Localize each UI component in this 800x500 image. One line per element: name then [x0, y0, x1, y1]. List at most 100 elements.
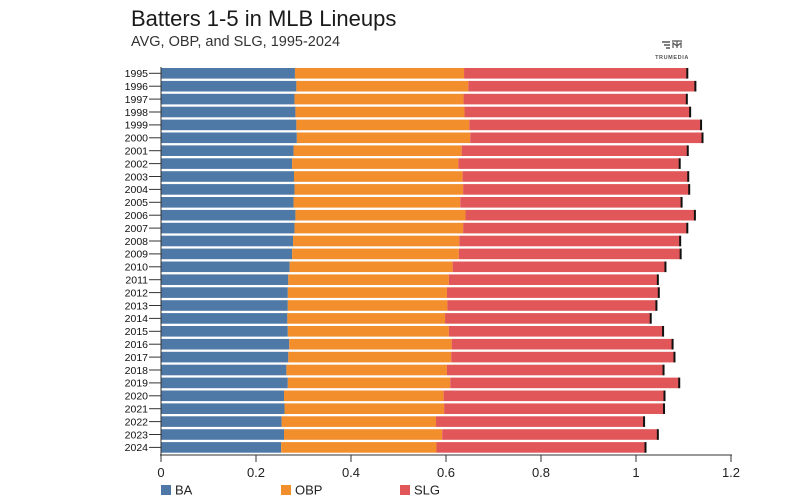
bar-ba-1996: [161, 80, 297, 92]
bar-obp-1995: [294, 68, 465, 79]
bar-slg-2021: [444, 403, 665, 414]
year-label-2005: 2005: [125, 197, 149, 209]
bar-obp-2015: [287, 326, 449, 337]
bar-ba-2011: [161, 274, 289, 285]
year-label-2014: 2014: [125, 313, 149, 325]
bar-end-cap-1995: [686, 68, 689, 79]
year-label-2008: 2008: [125, 236, 149, 248]
bar-ba-2009: [161, 248, 293, 260]
bar-obp-2012: [287, 287, 447, 298]
legend: BA OBP SLG: [161, 483, 440, 498]
bar-obp-2011: [288, 274, 449, 285]
year-label-2017: 2017: [125, 352, 149, 364]
bar-end-cap-2005: [680, 197, 683, 208]
bar-end-cap-2004: [688, 184, 691, 195]
bar-slg-2014: [445, 313, 651, 324]
year-label-2001: 2001: [125, 146, 149, 158]
bar-ba-2018: [161, 364, 287, 376]
bar-end-cap-2020: [663, 390, 666, 402]
bar-obp-2014: [287, 313, 446, 324]
bar-obp-2003: [294, 171, 463, 182]
bar-ba-2013: [161, 300, 288, 311]
bar-slg-2009: [458, 248, 681, 260]
bar-ba-1995: [161, 68, 295, 79]
legend-swatch-slg: [400, 485, 410, 495]
bar-obp-2002: [292, 158, 459, 169]
bar-ba-2014: [161, 313, 288, 324]
bar-slg-2013: [447, 300, 657, 311]
year-label-2022: 2022: [125, 416, 149, 428]
trumedia-logo-icon: [662, 40, 682, 49]
bar-ba-2024: [161, 442, 282, 453]
bar-end-cap-1997: [685, 93, 688, 105]
bar-ba-1997: [161, 93, 295, 105]
bar-ba-2012: [161, 287, 288, 298]
bar-obp-2009: [292, 248, 459, 260]
legend-label-obp: OBP: [295, 483, 322, 498]
bar-ba-2015: [161, 326, 288, 337]
bar-ba-2023: [161, 429, 285, 440]
bar-end-cap-2019: [678, 377, 681, 389]
bar-ba-1999: [161, 119, 297, 131]
year-axis: 1995199619971998199920002001200220032004…: [125, 67, 162, 455]
bar-slg-2008: [459, 235, 681, 247]
bar-obp-1999: [296, 119, 470, 131]
x-tick-label-0: 0: [157, 465, 164, 480]
bar-slg-2010: [452, 261, 666, 273]
year-label-2021: 2021: [125, 404, 149, 416]
year-label-2000: 2000: [125, 133, 149, 145]
bar-obp-2021: [284, 403, 445, 414]
bar-end-cap-2022: [643, 416, 646, 427]
bar-obp-2024: [281, 442, 437, 453]
year-label-2012: 2012: [125, 287, 149, 299]
x-tick-label-1.2: 1.2: [722, 465, 740, 480]
bar-end-cap-2007: [686, 222, 689, 234]
bar-end-cap-2012: [657, 287, 660, 298]
bar-obp-2016: [289, 338, 452, 350]
bar-end-cap-2024: [644, 442, 647, 453]
year-label-2013: 2013: [125, 300, 149, 312]
x-tick-label-0.2: 0.2: [247, 465, 265, 480]
bar-slg-2016: [451, 338, 673, 350]
year-label-2019: 2019: [125, 378, 149, 390]
chart-title: Batters 1-5 in MLB Lineups: [131, 6, 397, 31]
year-label-2023: 2023: [125, 429, 149, 441]
bar-ba-2017: [161, 351, 289, 363]
bar-end-cap-2003: [687, 171, 690, 182]
bar-slg-2020: [443, 390, 665, 402]
bar-end-cap-2009: [679, 248, 682, 260]
bar-obp-2020: [284, 390, 444, 402]
bar-ba-2019: [161, 377, 288, 389]
year-label-2018: 2018: [125, 365, 149, 377]
bar-slg-2005: [460, 197, 682, 208]
bar-ba-2006: [161, 209, 296, 221]
chart-subtitle: AVG, OBP, and SLG, 1995-2024: [131, 34, 341, 50]
bar-end-cap-2002: [678, 158, 681, 169]
year-label-2004: 2004: [125, 184, 149, 196]
bar-ba-2008: [161, 235, 294, 247]
bar-end-cap-1998: [689, 106, 692, 118]
bar-obp-1997: [294, 93, 464, 105]
bar-ba-2020: [161, 390, 285, 402]
bar-end-cap-2013: [655, 300, 658, 311]
bar-end-cap-2001: [686, 145, 689, 156]
bar-end-cap-2014: [649, 313, 652, 324]
bar-end-cap-2016: [671, 338, 674, 350]
bar-slg-2022: [436, 416, 645, 427]
bar-end-cap-2008: [679, 235, 682, 247]
year-label-2016: 2016: [125, 339, 149, 351]
bar-slg-2006: [465, 209, 695, 221]
bar-slg-2000: [470, 132, 703, 144]
bar-slg-1998: [464, 106, 691, 118]
bar-slg-2017: [451, 351, 675, 363]
bar-obp-2017: [288, 351, 452, 363]
bar-ba-2003: [161, 171, 294, 182]
bar-end-cap-2015: [662, 326, 665, 337]
bar-slg-2024: [436, 442, 646, 453]
bar-obp-2001: [293, 145, 462, 156]
bar-slg-2012: [446, 287, 659, 298]
year-label-1995: 1995: [125, 68, 149, 80]
bar-slg-2004: [463, 184, 690, 195]
year-label-2007: 2007: [125, 223, 149, 235]
